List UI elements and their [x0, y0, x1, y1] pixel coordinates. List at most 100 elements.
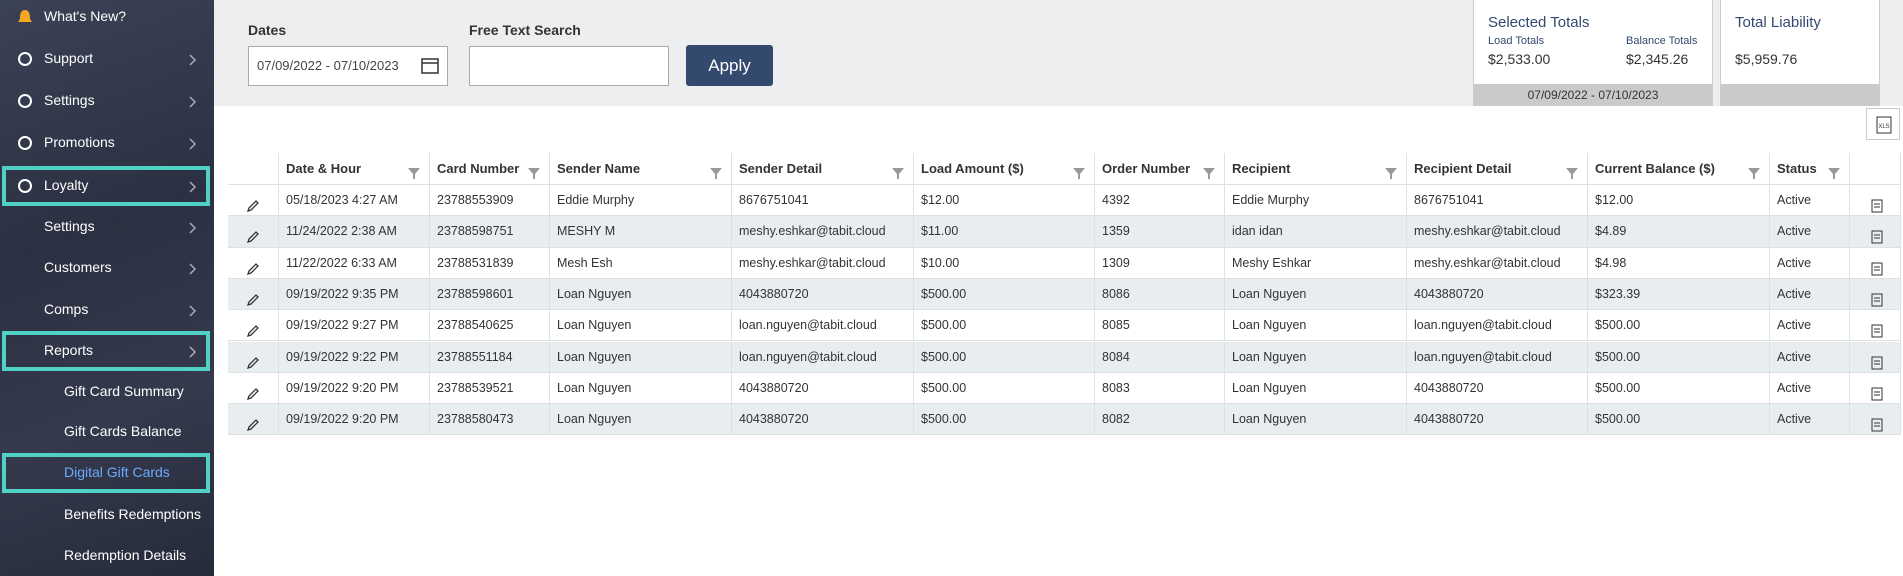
table-cell — [228, 247, 279, 279]
table-cell — [1850, 185, 1901, 217]
table-cell: Eddie Murphy — [550, 185, 732, 217]
header-text: Order Number — [1102, 161, 1191, 176]
table-cell: idan idan — [1225, 216, 1407, 248]
table-cell: $12.00 — [914, 185, 1095, 217]
details-icon — [1870, 413, 1884, 434]
filter-icon — [709, 161, 723, 193]
table-cell: 4043880720 — [732, 404, 914, 436]
menu-item[interactable]: Redemption Details — [64, 547, 187, 563]
table-cell: 1309 — [1095, 247, 1225, 279]
search-input[interactable] — [469, 46, 669, 86]
table-cell: Loan Nguyen — [550, 310, 732, 342]
value: $2,345.26 — [1626, 51, 1689, 67]
menu-item[interactable]: Digital Gift Cards — [64, 464, 170, 480]
table-cell: meshy.eshkar@tabit.cloud — [732, 216, 914, 248]
table-cell — [1850, 310, 1901, 342]
table-cell: MESHY M — [550, 216, 732, 248]
svg-text:XLS: XLS — [1878, 124, 1889, 130]
table-cell: 4392 — [1095, 185, 1225, 217]
details-icon — [1870, 319, 1884, 340]
table-cell: 09/19/2022 9:22 PM — [279, 341, 430, 373]
table-cell: 05/18/2023 4:27 AM — [279, 185, 430, 217]
table-cell: Loan Nguyen — [1225, 372, 1407, 405]
table-cell: 11/24/2022 2:38 AM — [279, 216, 430, 248]
menu-item[interactable]: Gift Card Summary — [64, 383, 184, 399]
header-text: Date & Hour — [286, 161, 362, 176]
chevron — [188, 304, 198, 322]
details-icon — [1870, 288, 1884, 309]
filter-icon — [527, 161, 541, 193]
table-cell: 09/19/2022 9:20 PM — [279, 404, 430, 436]
table-cell: Loan Nguyen — [1225, 404, 1407, 436]
table-cell: $323.39 — [1588, 278, 1770, 311]
table-cell: Active — [1770, 247, 1850, 279]
sidebar: What's New? Support Settings Promotions Loya… — [0, 0, 214, 576]
menu-icon — [16, 50, 34, 73]
filter-icon — [1827, 161, 1841, 193]
table-cell: $500.00 — [1588, 372, 1770, 405]
header-text: Card Number — [437, 161, 520, 176]
table-cell: 4043880720 — [732, 372, 914, 405]
table-cell: 8083 — [1095, 372, 1225, 405]
table-cell: 23788553909 — [430, 185, 550, 217]
calendar-icon — [421, 56, 439, 79]
table-cell: meshy.eshkar@tabit.cloud — [1407, 247, 1588, 279]
table-cell — [1850, 404, 1901, 436]
value: $2,533.00 — [1488, 51, 1551, 67]
apply-button[interactable]: Apply — [686, 45, 773, 86]
table-cell: $500.00 — [1588, 310, 1770, 342]
table-cell: 23788598601 — [430, 278, 550, 311]
header-text: Recipient — [1232, 161, 1291, 176]
table-cell: meshy.eshkar@tabit.cloud — [732, 247, 914, 279]
table-cell: 1359 — [1095, 216, 1225, 248]
details-icon — [1870, 194, 1884, 215]
menu-item[interactable]: Promotions — [44, 134, 115, 150]
table-cell: Loan Nguyen — [1225, 278, 1407, 311]
menu-item[interactable]: Settings — [44, 218, 95, 234]
date-input[interactable]: 07/09/2022 - 07/10/2023 — [248, 46, 448, 86]
menu-item[interactable]: Gift Cards Balance — [64, 423, 182, 439]
chevron — [188, 95, 198, 113]
table-cell: Active — [1770, 310, 1850, 342]
header-text: Sender Detail — [739, 161, 823, 176]
table-cell: $500.00 — [1588, 404, 1770, 436]
table-cell: Loan Nguyen — [550, 278, 732, 311]
table-cell — [228, 372, 279, 405]
range: 07/09/2022 - 07/10/2023 — [1474, 84, 1712, 106]
menu-item[interactable]: Settings — [44, 92, 95, 108]
highlight — [2, 331, 210, 371]
menu-item[interactable]: Loyalty — [44, 177, 89, 193]
highlight — [2, 166, 210, 206]
menu-item[interactable]: What's New? — [44, 8, 127, 24]
menu-icon — [16, 8, 34, 31]
column-header: Order Number — [1095, 153, 1225, 185]
header-text: Sender Name — [557, 161, 641, 176]
table-cell — [1850, 278, 1901, 311]
edit-icon — [246, 257, 260, 278]
search-label: Free Text Search — [469, 22, 581, 38]
filter-icon — [1747, 161, 1761, 193]
export-button: XLS — [1866, 108, 1900, 140]
table-cell: 4043880720 — [1407, 372, 1588, 405]
filter-icon — [407, 161, 421, 193]
table-cell — [228, 278, 279, 311]
menu-item[interactable]: Comps — [44, 301, 89, 317]
table-cell: loan.nguyen@tabit.cloud — [1407, 341, 1588, 373]
column-header: Date & Hour — [279, 153, 430, 185]
menu-item[interactable]: Reports — [44, 342, 94, 358]
menu-item[interactable]: Support — [44, 50, 94, 66]
header-text: Recipient Detail — [1414, 161, 1512, 176]
header-text: Load Amount ($) — [921, 161, 1024, 176]
table-cell: 8084 — [1095, 341, 1225, 373]
table-cell: 4043880720 — [1407, 404, 1588, 436]
menu-item[interactable]: Customers — [44, 259, 112, 275]
table-cell: 09/19/2022 9:20 PM — [279, 372, 430, 405]
filter-icon — [891, 161, 905, 193]
table-cell: Loan Nguyen — [550, 372, 732, 405]
table-cell: 4043880720 — [1407, 278, 1588, 311]
filter-bar: Dates 07/09/2022 - 07/10/2023 Free Text Se… — [214, 0, 1903, 106]
table-cell: loan.nguyen@tabit.cloud — [1407, 310, 1588, 342]
menu-item[interactable]: Benefits Redemptions — [64, 506, 201, 522]
label: Load Totals — [1488, 35, 1545, 47]
